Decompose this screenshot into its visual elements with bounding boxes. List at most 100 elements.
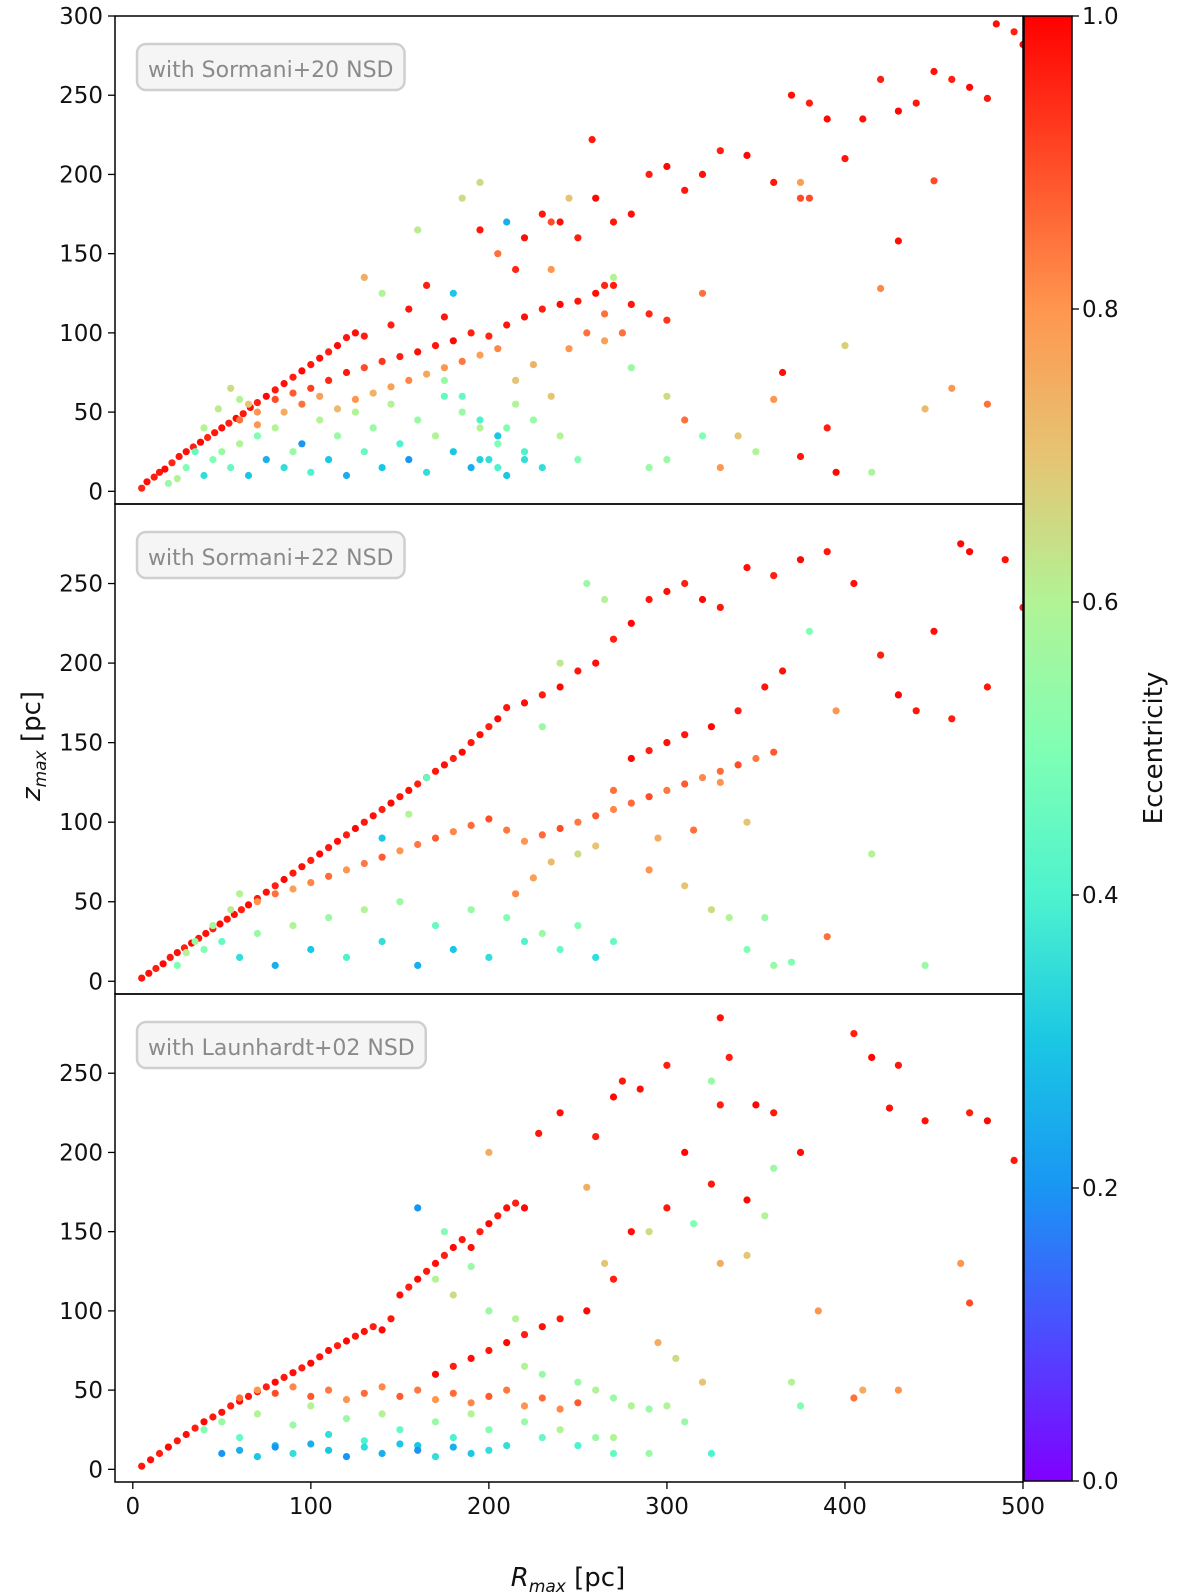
data-point bbox=[244, 400, 253, 408]
data-point bbox=[342, 368, 351, 377]
data-point bbox=[244, 1392, 253, 1400]
data-point bbox=[145, 969, 153, 977]
data-point bbox=[538, 691, 546, 699]
data-point bbox=[1019, 603, 1023, 611]
data-point bbox=[494, 432, 502, 440]
data-point bbox=[574, 850, 582, 858]
data-point bbox=[423, 370, 431, 378]
data-point bbox=[236, 1446, 244, 1454]
data-point bbox=[440, 1228, 448, 1236]
data-point bbox=[663, 392, 671, 400]
data-point bbox=[211, 429, 219, 437]
data-point bbox=[877, 284, 885, 293]
data-point bbox=[520, 937, 529, 946]
data-point bbox=[485, 953, 493, 962]
data-point bbox=[796, 452, 805, 461]
data-point bbox=[333, 405, 342, 413]
y-tick-label: 300 bbox=[59, 4, 103, 30]
panel-1: 0 50 100 150 200 250 300 with Sormani+20 NSD bbox=[59, 4, 1024, 505]
data-point bbox=[360, 1327, 368, 1336]
data-point bbox=[503, 914, 511, 922]
data-point bbox=[645, 170, 653, 178]
data-point bbox=[681, 780, 689, 788]
data-point bbox=[440, 392, 448, 400]
data-point bbox=[716, 778, 724, 787]
data-point bbox=[609, 937, 618, 946]
data-point bbox=[547, 858, 555, 866]
data-point bbox=[494, 715, 502, 723]
data-point bbox=[227, 1402, 235, 1410]
data-point bbox=[832, 707, 840, 715]
data-point bbox=[894, 1061, 903, 1069]
data-point bbox=[868, 850, 876, 858]
data-point bbox=[485, 456, 493, 464]
data-point bbox=[325, 844, 333, 852]
data-point bbox=[342, 1415, 351, 1423]
data-point bbox=[191, 448, 199, 456]
data-point bbox=[280, 408, 288, 416]
data-point bbox=[431, 1259, 440, 1267]
data-point bbox=[449, 828, 457, 836]
data-point bbox=[387, 799, 395, 807]
data-point bbox=[503, 218, 511, 226]
data-point bbox=[511, 1199, 520, 1207]
data-point bbox=[351, 408, 359, 416]
data-point bbox=[681, 579, 689, 588]
data-point bbox=[351, 329, 359, 337]
data-point bbox=[511, 376, 520, 384]
data-point bbox=[298, 440, 306, 448]
data-point bbox=[431, 1453, 440, 1461]
data-point bbox=[414, 226, 422, 234]
data-point bbox=[814, 1307, 822, 1315]
data-point bbox=[761, 1212, 769, 1220]
data-point bbox=[716, 767, 724, 775]
data-point bbox=[218, 448, 226, 456]
data-point bbox=[449, 945, 457, 954]
data-point bbox=[556, 945, 564, 954]
data-point bbox=[360, 906, 368, 914]
data-point bbox=[271, 1443, 279, 1451]
data-point bbox=[289, 885, 297, 893]
data-point bbox=[957, 1259, 965, 1267]
data-point bbox=[467, 1243, 475, 1252]
data-point bbox=[609, 218, 618, 226]
data-point bbox=[707, 906, 716, 914]
data-point bbox=[182, 949, 190, 957]
data-point bbox=[770, 572, 778, 580]
data-point bbox=[698, 774, 707, 782]
data-point bbox=[538, 210, 546, 218]
data-point bbox=[414, 348, 422, 356]
data-point bbox=[681, 1418, 689, 1426]
data-point bbox=[779, 368, 787, 377]
data-point bbox=[609, 805, 618, 814]
data-point bbox=[405, 786, 413, 795]
data-point bbox=[325, 348, 333, 356]
data-point bbox=[236, 1394, 244, 1402]
data-point bbox=[307, 1440, 315, 1448]
data-point bbox=[627, 300, 635, 308]
data-point bbox=[743, 1251, 751, 1259]
data-point bbox=[147, 1456, 155, 1464]
data-point bbox=[592, 194, 600, 202]
panel-2: 0 50 100 150 200 250 with Sormani+22 NSD bbox=[59, 503, 1024, 995]
data-point bbox=[307, 361, 315, 369]
data-point bbox=[690, 826, 698, 834]
data-point bbox=[440, 1251, 448, 1259]
data-point bbox=[663, 786, 671, 795]
data-point bbox=[218, 424, 226, 432]
data-point bbox=[529, 361, 538, 369]
data-point bbox=[467, 739, 475, 747]
data-point bbox=[761, 914, 769, 922]
y-tick-label: 0 bbox=[88, 479, 103, 505]
data-point bbox=[565, 345, 573, 353]
data-point bbox=[796, 1148, 805, 1156]
data-point bbox=[200, 945, 208, 954]
data-point bbox=[930, 177, 938, 185]
data-point bbox=[467, 464, 475, 472]
data-point bbox=[449, 289, 457, 297]
y-tick-label: 250 bbox=[59, 83, 103, 109]
data-point bbox=[333, 342, 342, 350]
data-point bbox=[805, 194, 814, 202]
data-point bbox=[396, 793, 404, 801]
data-point bbox=[307, 384, 315, 392]
